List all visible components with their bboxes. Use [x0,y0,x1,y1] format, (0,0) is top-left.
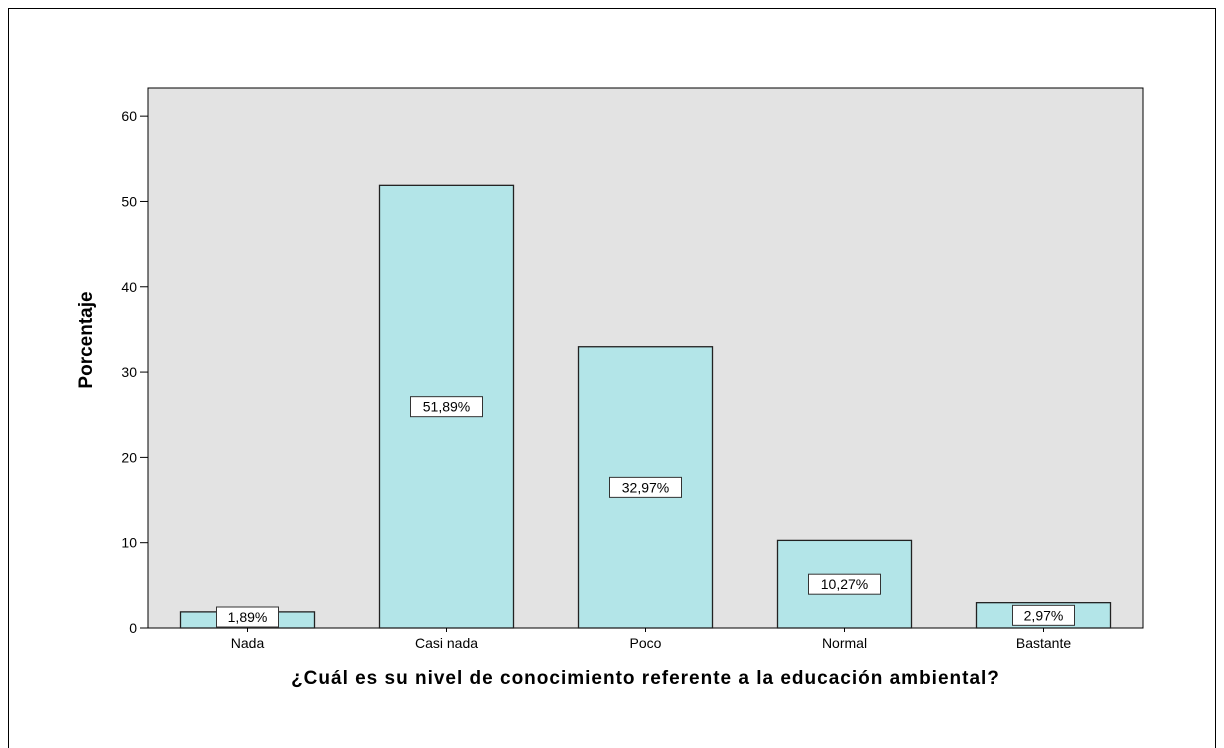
y-tick-label: 0 [129,620,137,636]
x-axis-title: ¿Cuál es su nivel de conocimiento refere… [291,668,1000,689]
data-label-box [609,476,682,498]
data-label-box [808,573,881,595]
data-label-box [1012,604,1075,626]
y-tick-label: 50 [121,193,137,209]
data-label-box [410,396,483,418]
y-tick-label: 40 [121,279,137,295]
x-tick-label: Poco [630,635,662,651]
x-tick-label: Nada [231,635,265,651]
y-axis: 0 10 20 30 40 50 60 [121,108,148,636]
x-tick-label: Normal [822,635,867,651]
data-label: 32,97% [622,479,669,495]
y-tick-label: 60 [121,108,137,124]
data-label: 10,27% [821,576,868,592]
data-label: 51,89% [423,399,470,415]
x-axis: Nada Casi nada Poco Normal Bastante [231,628,1071,651]
bars-group: 1,89% 51,89% 32,97% 10,27% 2,97% [179,184,1112,629]
data-label-box [216,606,279,628]
data-label: 1,89% [228,609,268,625]
y-tick-label: 10 [121,535,137,551]
y-tick-label: 20 [121,449,137,465]
x-tick-label: Bastante [1016,635,1071,651]
chart-frame [8,8,1216,748]
y-tick-label: 30 [121,364,137,380]
x-tick-label: Casi nada [415,635,478,651]
y-axis-title: Porcentaje [76,291,97,388]
data-label: 2,97% [1024,607,1064,623]
